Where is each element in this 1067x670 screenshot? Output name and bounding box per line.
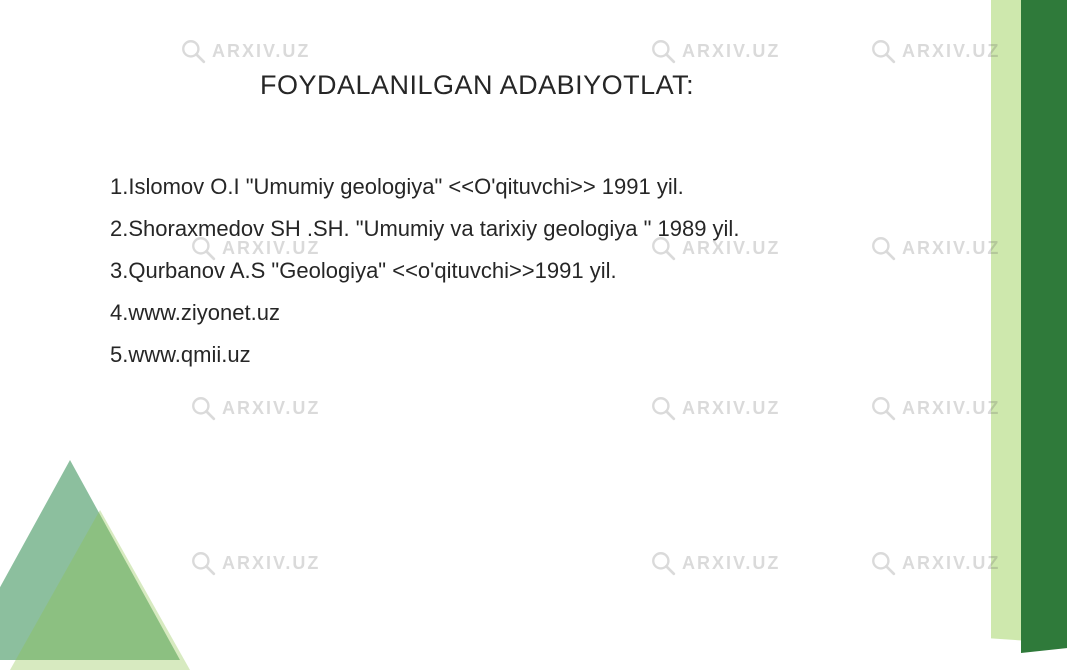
reference-item: 3.Qurbanov A.S "Geologiya" <<o'qituvchi>… [110, 255, 867, 287]
magnifier-icon [650, 550, 676, 576]
slide-title: FOYDALANILGAN ADABIYOTLAT: [260, 70, 867, 101]
reference-list: 1.Islomov O.I "Umumiy geologiya" <<O'qit… [110, 171, 867, 370]
reference-item: 2.Shoraxmedov SH .SH. "Umumiy va tarixiy… [110, 213, 867, 245]
watermark-label: ARXIV.UZ [682, 553, 780, 574]
accent-triangle-light [10, 510, 190, 670]
slide-content: FOYDALANILGAN ADABIYOTLAT: 1.Islomov O.I… [0, 0, 1067, 410]
reference-item: 1.Islomov O.I "Umumiy geologiya" <<O'qit… [110, 171, 867, 203]
watermark-label: ARXIV.UZ [902, 553, 1000, 574]
magnifier-icon [190, 550, 216, 576]
reference-item: 5.www.qmii.uz [110, 339, 867, 371]
watermark-label: ARXIV.UZ [222, 553, 320, 574]
watermark: ARXIV.UZ [650, 550, 780, 576]
reference-item: 4.www.ziyonet.uz [110, 297, 867, 329]
watermark: ARXIV.UZ [870, 550, 1000, 576]
magnifier-icon [870, 550, 896, 576]
watermark: ARXIV.UZ [190, 550, 320, 576]
